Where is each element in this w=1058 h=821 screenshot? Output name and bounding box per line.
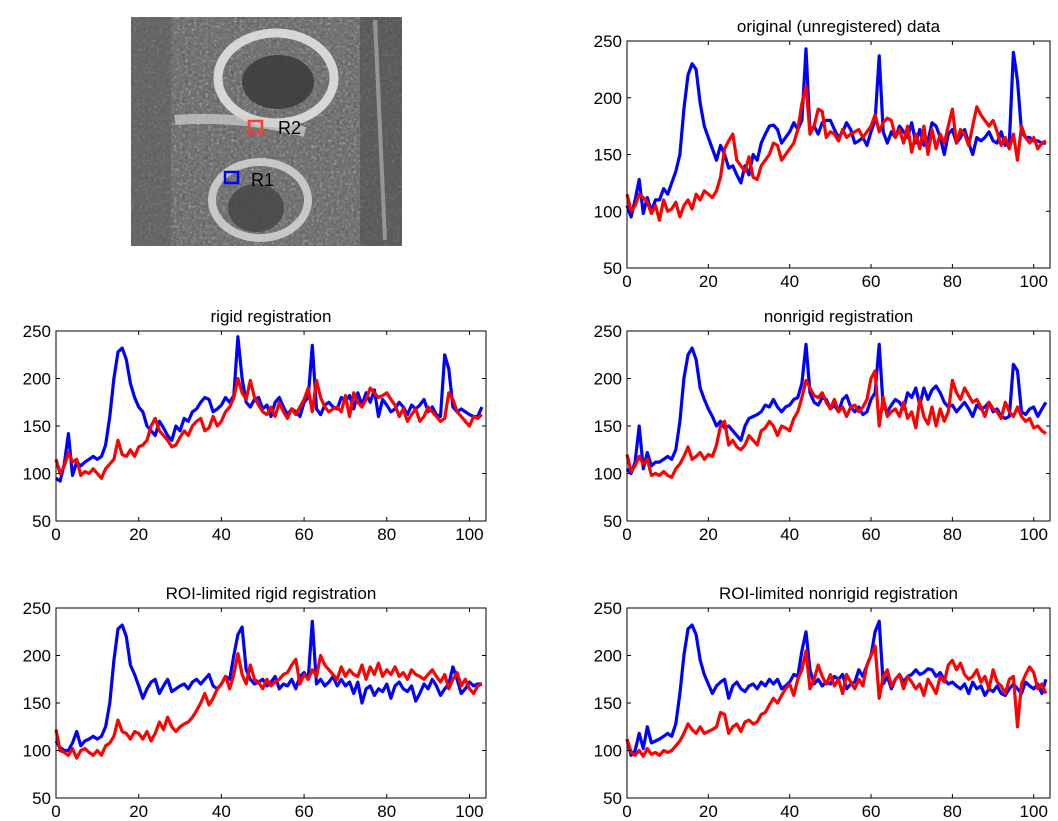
mr-image-panel: R2 R1	[131, 17, 402, 246]
y-tick-label: 200	[594, 89, 622, 108]
x-tick-label: 0	[51, 525, 60, 544]
x-tick-label: 80	[943, 802, 962, 821]
plot-area	[56, 331, 486, 521]
roi-r1-marker	[223, 170, 240, 185]
y-tick-label: 50	[603, 512, 622, 531]
x-tick-label: 60	[295, 525, 314, 544]
y-tick-label: 150	[594, 694, 622, 713]
y-tick-label: 200	[594, 370, 622, 389]
chart-title: ROI-limited rigid registration	[166, 584, 377, 603]
y-tick-label: 200	[594, 647, 622, 666]
mr-image	[131, 17, 402, 246]
series-line-1	[625, 84, 1047, 222]
x-tick-label: 20	[129, 802, 148, 821]
chart-title: ROI-limited nonrigid registration	[719, 584, 958, 603]
x-tick-label: 60	[862, 802, 881, 821]
x-tick-label: 40	[780, 802, 799, 821]
roi-r2-label: R2	[278, 118, 301, 138]
chart-rigid: 0 20 40 60 80 100 50 100 150 200 250 rigid registra…	[23, 307, 487, 544]
x-tick-label: 20	[699, 802, 718, 821]
y-tick-label: 150	[594, 417, 622, 436]
x-tick-label: 0	[622, 802, 631, 821]
y-tick-label: 250	[23, 599, 51, 618]
y-tick-label: 250	[23, 322, 51, 341]
series-line-1	[54, 376, 483, 480]
x-tick-label: 100	[1020, 525, 1048, 544]
y-tick-label: 100	[23, 465, 51, 484]
series-line-0	[625, 619, 1048, 757]
y-tick-label: 100	[594, 742, 622, 761]
y-tick-label: 50	[603, 259, 622, 278]
x-tick-label: 20	[129, 525, 148, 544]
x-tick-label: 80	[943, 525, 962, 544]
y-tick-label: 150	[23, 417, 51, 436]
roi-r1-label: R1	[251, 170, 274, 190]
x-tick-label: 80	[377, 525, 396, 544]
chart-roi-rigid: 0 20 40 60 80 100 50 100 150 200 250 ROI-limited ri…	[23, 584, 487, 821]
x-tick-label: 100	[1020, 272, 1048, 291]
y-tick-label: 250	[594, 32, 622, 51]
y-tick-label: 250	[594, 322, 622, 341]
y-tick-label: 50	[32, 789, 51, 808]
x-tick-label: 0	[51, 802, 60, 821]
x-tick-label: 80	[377, 802, 396, 821]
x-tick-label: 60	[295, 802, 314, 821]
x-tick-label: 100	[455, 525, 483, 544]
chart-title: original (unregistered) data	[737, 17, 941, 36]
y-tick-label: 200	[23, 370, 51, 389]
x-tick-label: 0	[622, 525, 631, 544]
plot-area	[627, 608, 1050, 798]
plot-area	[56, 608, 486, 798]
x-tick-label: 40	[212, 802, 231, 821]
y-tick-label: 250	[594, 599, 622, 618]
y-tick-label: 150	[23, 694, 51, 713]
x-tick-label: 20	[699, 525, 718, 544]
y-tick-label: 100	[594, 202, 622, 221]
series-line-1	[54, 651, 483, 760]
chart-title: rigid registration	[211, 307, 332, 326]
x-tick-label: 20	[699, 272, 718, 291]
x-tick-label: 80	[943, 272, 962, 291]
x-tick-label: 40	[212, 525, 231, 544]
chart-original: 0 20 40 60 80 100 50 100 150 200 250 original (unre…	[594, 17, 1051, 291]
y-tick-label: 50	[603, 789, 622, 808]
chart-nonrigid: 0 20 40 60 80 100 50 100 150 200 250 nonrigid regis…	[594, 307, 1051, 544]
chart-roi-nonrigid: 0 20 40 60 80 100 50 100 150 200 250 ROI-limited no…	[594, 584, 1051, 821]
x-tick-label: 0	[622, 272, 631, 291]
chart-title: nonrigid registration	[764, 307, 913, 326]
series-line-0	[625, 47, 1046, 219]
x-tick-label: 40	[780, 525, 799, 544]
series-line-1	[625, 369, 1047, 479]
plot-area	[627, 41, 1050, 268]
x-tick-label: 60	[862, 272, 881, 291]
y-tick-label: 200	[23, 647, 51, 666]
x-tick-label: 40	[780, 272, 799, 291]
plot-area	[627, 331, 1050, 521]
y-tick-label: 100	[594, 465, 622, 484]
x-tick-label: 100	[1020, 802, 1048, 821]
y-tick-label: 50	[32, 512, 51, 531]
roi-r2-marker	[247, 119, 264, 135]
x-tick-label: 100	[455, 802, 483, 821]
y-tick-label: 100	[23, 742, 51, 761]
series-line-1	[625, 644, 1048, 758]
y-tick-label: 150	[594, 146, 622, 165]
x-tick-label: 60	[862, 525, 881, 544]
